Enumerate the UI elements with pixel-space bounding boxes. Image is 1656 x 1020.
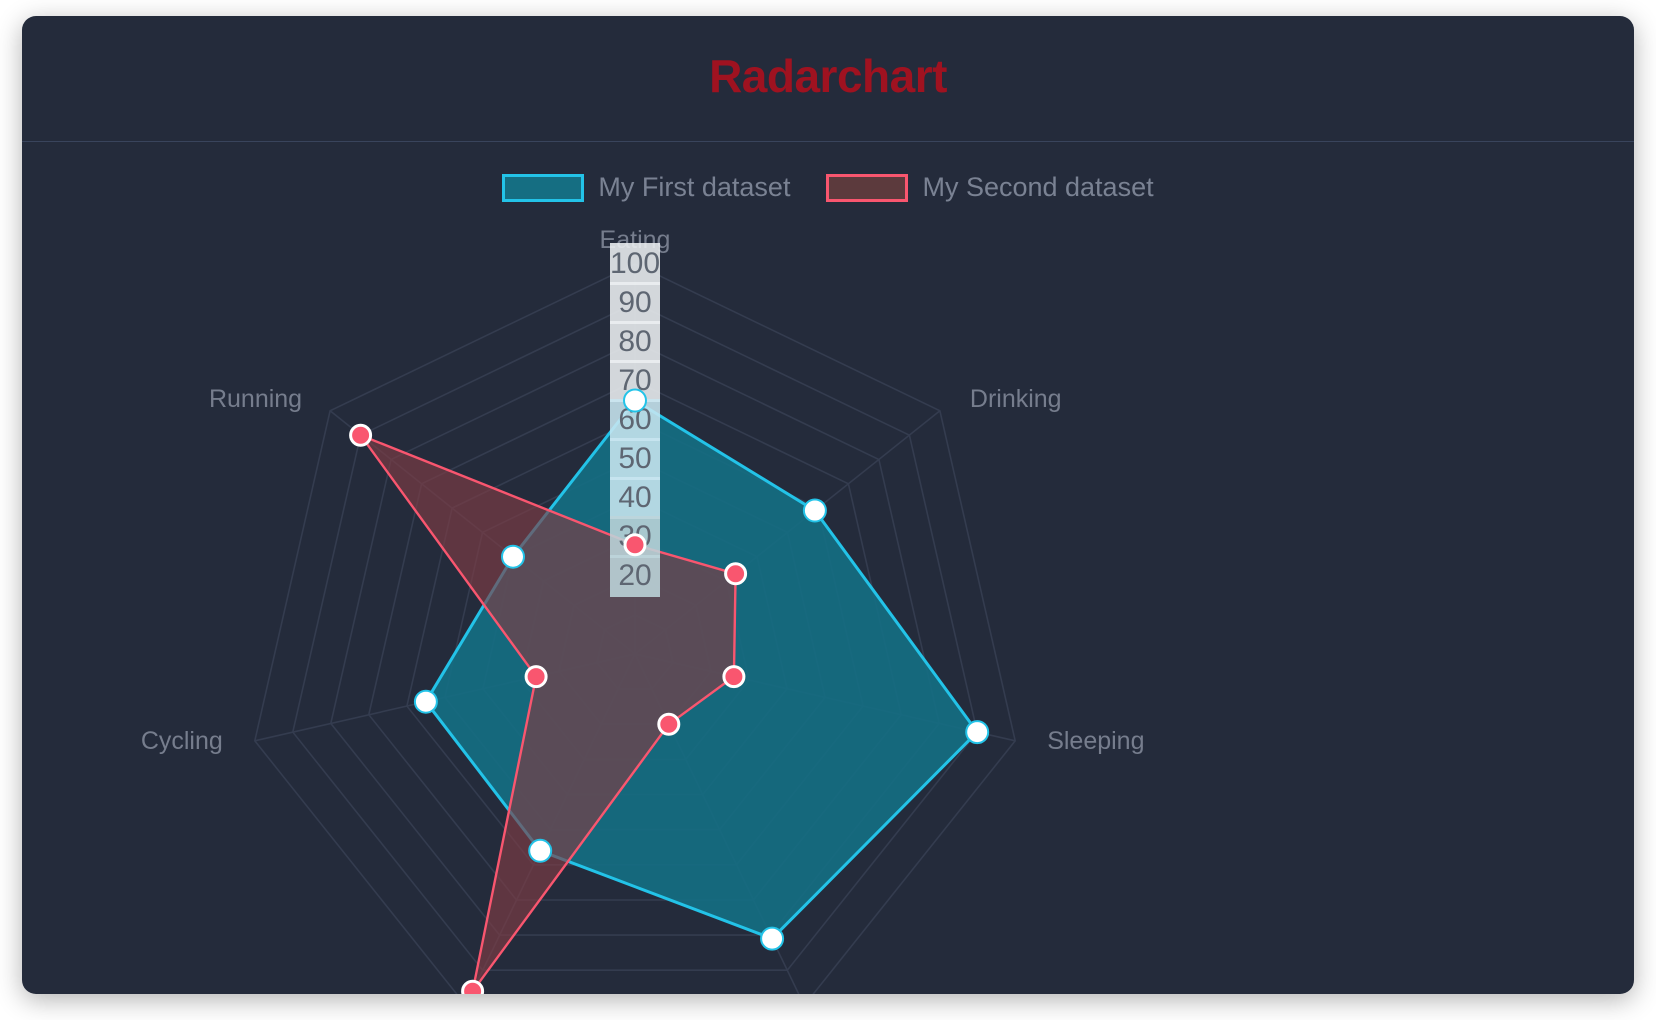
data-point-2-designing[interactable] — [657, 712, 681, 736]
legend-item-my-first-dataset[interactable]: My First dataset — [502, 172, 790, 203]
data-point-1-sleeping[interactable] — [965, 720, 990, 745]
grid-ring — [291, 302, 979, 972]
grid-ring — [367, 380, 903, 901]
tick-label-backdrop — [610, 321, 660, 363]
data-point-2-cycling[interactable] — [524, 665, 548, 689]
data-point-1-coding[interactable] — [528, 838, 553, 863]
legend-label-dataset-2: My Second dataset — [922, 172, 1154, 202]
tick-label-100: 100 — [610, 247, 660, 280]
tick-label-50: 50 — [618, 442, 651, 475]
data-point-2-coding[interactable] — [461, 979, 485, 994]
tick-label-backdrop — [610, 555, 660, 597]
tick-label-20: 20 — [618, 559, 651, 592]
data-point-2-sleeping[interactable] — [722, 665, 746, 689]
axis-label-running: Running — [209, 385, 302, 413]
axis-label-sleeping: Sleeping — [1047, 727, 1144, 755]
data-point-1-designing[interactable] — [760, 926, 785, 951]
axis-label-cycling: Cycling — [141, 727, 223, 755]
radial-tick-scale: 1009080706050403020 — [610, 243, 660, 597]
tick-label-backdrop — [610, 477, 660, 519]
card-body: My First dataset My Second dataset Eatin… — [22, 142, 1634, 994]
data-point-2-drinking[interactable] — [724, 562, 748, 586]
data-point-2-eating[interactable] — [623, 533, 647, 557]
page-title: Radarchart — [709, 49, 947, 102]
radar-chart-canvas[interactable]: EatingDrinkingSleepingDesigningCodingCyc… — [22, 142, 1634, 994]
tick-label-40: 40 — [618, 481, 651, 514]
data-point-1-drinking[interactable] — [802, 498, 827, 523]
card-header: Radarchart — [22, 16, 1634, 142]
chart-legend: My First dataset My Second dataset — [22, 172, 1634, 203]
grid-ring — [329, 341, 941, 936]
legend-item-my-second-dataset[interactable]: My Second dataset — [826, 172, 1154, 203]
data-point-2-running[interactable] — [349, 423, 373, 447]
data-point-1-eating[interactable] — [623, 388, 647, 413]
legend-swatch-dataset-1 — [502, 173, 585, 202]
radar-chart-svg[interactable]: EatingDrinkingSleepingDesigningCodingCyc… — [22, 142, 1634, 994]
tick-label-90: 90 — [618, 286, 651, 319]
legend-swatch-dataset-2 — [826, 173, 909, 202]
tick-label-backdrop — [610, 282, 660, 324]
axis-label-drinking: Drinking — [970, 385, 1062, 413]
data-point-1-cycling[interactable] — [413, 689, 438, 714]
tick-label-backdrop — [610, 438, 660, 480]
legend-label-dataset-1: My First dataset — [598, 172, 791, 202]
tick-label-backdrop — [610, 243, 660, 285]
tick-label-80: 80 — [618, 325, 651, 358]
data-point-1-running[interactable] — [501, 544, 525, 569]
grid-ring — [253, 263, 1017, 994]
radar-chart-card: Radarchart My First dataset My Second da… — [22, 16, 1634, 994]
